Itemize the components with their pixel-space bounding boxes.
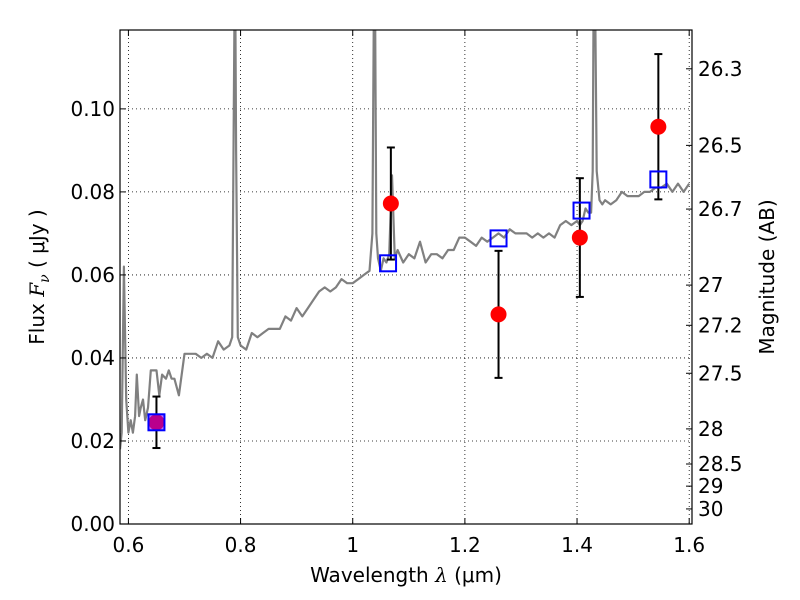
y-axis-title: Flux Fν ( μJy ) <box>25 209 53 344</box>
y-tick-label: 0.02 <box>70 429 115 453</box>
x-tick-label: 0.6 <box>113 533 145 557</box>
y2-axis-title: Magnitude (AB) <box>755 199 779 354</box>
axes-frame <box>119 29 693 525</box>
x-tick-label: 1.4 <box>561 533 593 557</box>
mag-tick-label: 30 <box>698 497 723 521</box>
x-axis-title: Wavelength λ (μm) <box>310 563 502 587</box>
model-point <box>489 229 508 248</box>
model-point <box>147 413 166 432</box>
mag-tick-label: 28.5 <box>698 452 743 476</box>
ticks <box>120 30 692 525</box>
observed-point <box>490 306 507 323</box>
plot-area <box>120 30 691 450</box>
mag-tick-label: 27 <box>698 273 723 297</box>
observed-point <box>650 118 667 135</box>
observed-point <box>382 195 399 212</box>
spectrum-line <box>120 30 691 450</box>
mag-tick-label: 29 <box>698 474 723 498</box>
mag-tick-label: 27.5 <box>698 361 743 385</box>
tick-labels: 0.6 0.8 1 1.2 1.4 1.6 0.00 0.02 0.04 0.06 0.08 0.10… <box>70 57 742 557</box>
mag-tick-label: 26.5 <box>698 133 743 157</box>
x-tick-label: 1.2 <box>449 533 481 557</box>
model-point <box>379 254 398 273</box>
y-tick-label: 0.04 <box>70 346 115 370</box>
grid <box>120 30 692 525</box>
model-point <box>572 201 591 220</box>
mag-tick-label: 27.2 <box>698 313 743 337</box>
y-tick-label: 0.06 <box>70 263 115 287</box>
x-tick-label: 1 <box>346 533 359 557</box>
mag-tick-label: 26.3 <box>698 57 743 81</box>
mag-tick-label: 26.7 <box>698 197 743 221</box>
y-tick-label: 0.08 <box>70 180 115 204</box>
y-tick-label: 0.10 <box>70 97 115 121</box>
x-tick-label: 1.6 <box>673 533 705 557</box>
mag-tick-label: 28 <box>698 417 723 441</box>
y-tick-label: 0.00 <box>70 512 115 536</box>
model-point <box>649 170 668 189</box>
x-tick-label: 0.8 <box>225 533 257 557</box>
observed-point <box>571 229 588 246</box>
